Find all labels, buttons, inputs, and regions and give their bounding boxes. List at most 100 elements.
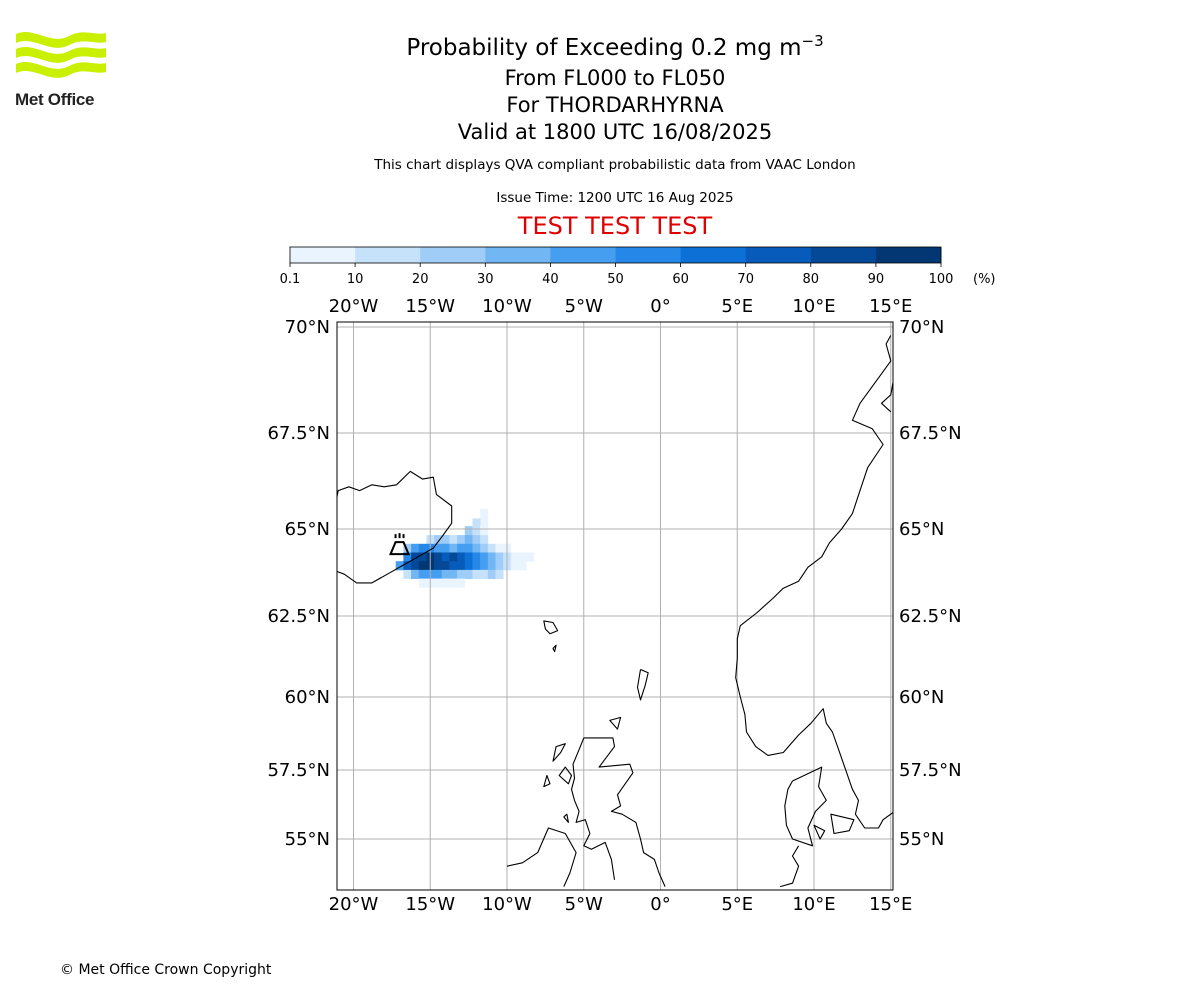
ash-probability-cell [411, 561, 420, 571]
coastline-germany [780, 845, 800, 888]
colorbar-tick-label: 20 [412, 272, 429, 287]
colorbar-tick-label: 70 [737, 272, 754, 287]
ash-probability-cell [518, 561, 527, 571]
colorbar-segment [875, 247, 942, 263]
ash-probability-cell [464, 535, 473, 545]
ash-probability-cell [441, 535, 450, 545]
ash-probability-cell [457, 578, 466, 588]
colorbar-tick-label: 100 [929, 272, 954, 287]
ash-probability-cell [464, 526, 473, 536]
ash-probability-cell [480, 552, 489, 562]
ash-probability-cell [487, 552, 496, 562]
ash-probability-cell [472, 552, 481, 562]
ash-probability-cell [441, 569, 450, 579]
ash-probability-cell [472, 535, 481, 545]
colorbar-tick-label: 10 [347, 272, 364, 287]
ash-probability-cell [441, 578, 450, 588]
colorbar-segment [290, 247, 356, 263]
ash-probability-cell [464, 552, 473, 562]
ash-probability-cell [480, 526, 489, 536]
ash-probability-cell [434, 561, 443, 571]
ash-probability-cell [510, 561, 519, 571]
ash-probability-cell [472, 561, 481, 571]
chart-title-block: Probability of Exceeding 0.2 mg m−3 From… [315, 24, 915, 146]
latitude-label-left: 60°N [285, 687, 330, 708]
ash-probability-cell [503, 561, 512, 571]
latitude-label-right: 70°N [899, 317, 944, 338]
logo-wordmark: Met Office [15, 90, 95, 109]
met-office-logo: Met Office [14, 30, 109, 112]
ash-probability-cell [403, 569, 412, 579]
latitude-label-right: 57.5°N [899, 760, 962, 781]
coastline-lofoten [880, 379, 893, 413]
ash-probability-cell [449, 535, 458, 545]
ash-probability-cell [395, 561, 404, 571]
colorbar-tick-label: 30 [477, 272, 494, 287]
ash-probability-cell [487, 569, 496, 579]
ash-probability-cell [426, 569, 435, 579]
longitude-label-bottom: 15°W [405, 894, 455, 915]
title-text: Probability of Exceeding 0.2 mg m [406, 35, 802, 61]
ash-probability-cell [411, 569, 420, 579]
ash-probability-cell [434, 578, 443, 588]
ash-probability-cell [426, 561, 435, 571]
ash-probability-cell [495, 552, 504, 562]
ash-probability-cell [434, 552, 443, 562]
colorbar-segment [355, 247, 421, 263]
latitude-label-right: 62.5°N [899, 606, 962, 627]
ash-probability-cell [426, 552, 435, 562]
coastline-faroe [543, 620, 559, 635]
colorbar-tick-label: 90 [868, 272, 885, 287]
longitude-label-bottom: 5°E [721, 894, 753, 915]
coastline-islay [563, 813, 569, 823]
colorbar-segment [420, 247, 486, 263]
colorbar-tick-label: 80 [803, 272, 820, 287]
longitude-label-bottom: 5°W [565, 894, 603, 915]
ash-probability-cell [503, 543, 512, 553]
ash-probability-cell [457, 552, 466, 562]
ash-probability-cell [495, 569, 504, 579]
ash-probability-cell [418, 578, 427, 588]
latitude-label-left: 62.5°N [267, 606, 330, 627]
page-title: Probability of Exceeding 0.2 mg m−3 [315, 24, 915, 65]
coastline-faroe-south [552, 644, 557, 653]
ash-probability-cell [472, 526, 481, 536]
ash-probability-cell [457, 535, 466, 545]
coastline-zealand [830, 813, 855, 835]
ash-probability-cell [464, 543, 473, 553]
ash-probability-cell [441, 561, 450, 571]
ash-probability-cell [434, 535, 443, 545]
colorbar-segment [810, 247, 877, 263]
ash-probability-cell [449, 543, 458, 553]
ash-probability-cell [449, 561, 458, 571]
coastline-britain-west [570, 737, 616, 880]
ash-probability-cell [418, 543, 427, 553]
ash-probability-cell [472, 518, 481, 529]
coastline-hebrides [552, 743, 566, 762]
ash-probability-cell [480, 543, 489, 553]
valid-time: Valid at 1800 UTC 16/08/2025 [457, 120, 773, 144]
ash-probability-cell [449, 552, 458, 562]
map-frame [336, 321, 894, 891]
coastline-denmark [784, 766, 827, 847]
colorbar-tick-label: 60 [672, 272, 689, 287]
ash-probability-cell [449, 569, 458, 579]
coastline-skye [558, 766, 573, 785]
latitude-label-left: 55°N [285, 829, 330, 850]
ash-probability-cell [426, 578, 435, 588]
ash-probability-cell [457, 543, 466, 553]
ash-probability-cell [487, 543, 496, 553]
colorbar-segment [680, 247, 747, 263]
coastline-scandinavia [735, 335, 893, 829]
longitude-label-bottom: 20°W [329, 894, 379, 915]
ash-probability-cell [480, 569, 489, 579]
colorbar-segment [615, 247, 682, 263]
coastline-orkney [609, 716, 622, 730]
ash-probability-cell [403, 543, 412, 553]
ash-probability-cell [464, 569, 473, 579]
longitude-label-bottom: 0° [650, 894, 670, 915]
colorbar-segment [550, 247, 616, 263]
ash-probability-cell [426, 535, 435, 545]
ash-probability-cell [503, 552, 512, 562]
colorbar-segment [485, 247, 551, 263]
